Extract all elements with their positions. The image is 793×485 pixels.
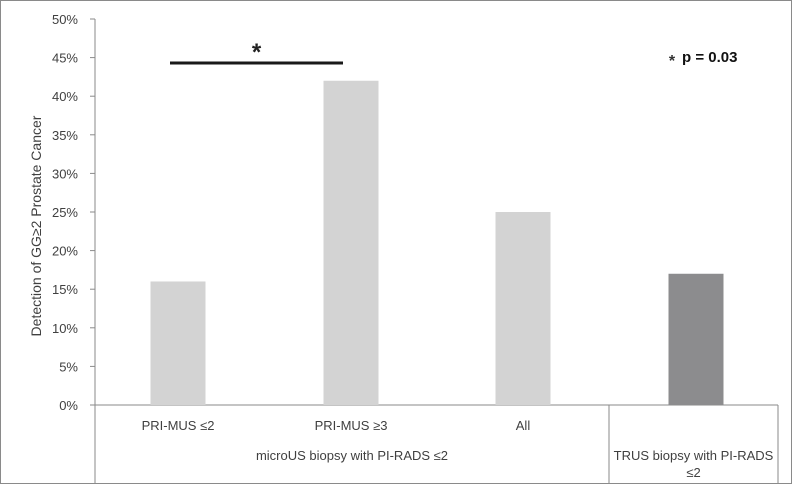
axes bbox=[94, 19, 779, 484]
bar bbox=[150, 281, 206, 405]
group-label: microUS biopsy with PI-RADS ≤2 bbox=[256, 448, 448, 463]
y-tick-label: 25% bbox=[52, 205, 78, 220]
category-label: PRI-MUS ≤2 bbox=[142, 418, 215, 433]
bar bbox=[495, 212, 551, 405]
y-tick-label: 45% bbox=[52, 51, 78, 66]
bars bbox=[150, 80, 724, 405]
group-label-line: ≤2 bbox=[686, 465, 700, 480]
group-label-line: TRUS biopsy with PI-RADS bbox=[614, 448, 774, 463]
bar bbox=[323, 80, 379, 405]
y-tick-label: 10% bbox=[52, 321, 78, 336]
y-tick-label: 5% bbox=[59, 359, 78, 374]
y-axis-label: Detection of GG≥2 Prostate Cancer bbox=[28, 115, 44, 336]
category-labels: PRI-MUS ≤2 PRI-MUS ≥3 All bbox=[142, 418, 531, 433]
group-label: TRUS biopsy with PI-RADS ≤2 bbox=[614, 448, 774, 480]
p-value-marker: * bbox=[669, 53, 676, 70]
p-value-annotation: * p = 0.03 bbox=[669, 49, 738, 70]
y-tick-label: 50% bbox=[52, 12, 78, 27]
y-tick-label: 30% bbox=[52, 166, 78, 181]
y-tick-label: 0% bbox=[59, 398, 78, 413]
y-tick-label: 15% bbox=[52, 282, 78, 297]
category-label: PRI-MUS ≥3 bbox=[315, 418, 388, 433]
y-tick-labels: 0% 5% 10% 15% 20% 25% 30% 35% 40% 45% 50% bbox=[52, 12, 95, 413]
y-tick-label: 20% bbox=[52, 244, 78, 259]
group-labels: microUS biopsy with PI-RADS ≤2 TRUS biops… bbox=[256, 448, 774, 480]
p-value-text: p = 0.03 bbox=[682, 49, 737, 66]
significance-bracket: * bbox=[170, 39, 343, 66]
category-label: All bbox=[516, 418, 531, 433]
bar bbox=[668, 273, 724, 405]
significance-marker: * bbox=[252, 39, 262, 66]
y-tick-label: 40% bbox=[52, 89, 78, 104]
y-tick-label: 35% bbox=[52, 128, 78, 143]
